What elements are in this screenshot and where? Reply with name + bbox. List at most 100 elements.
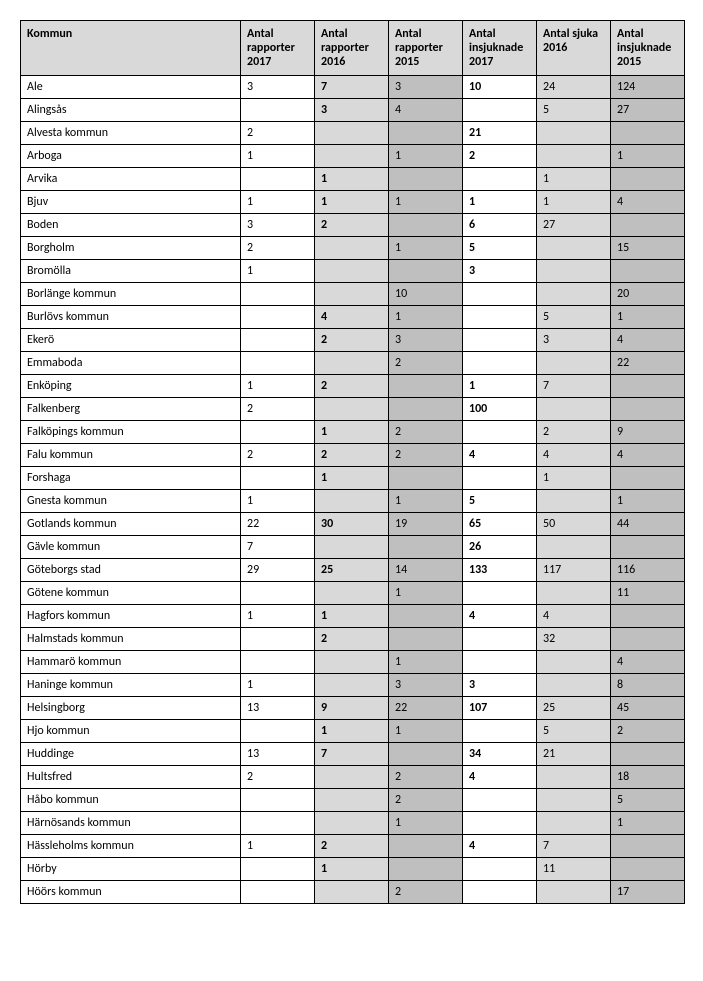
value-cell: 65	[463, 513, 537, 536]
value-cell	[463, 352, 537, 375]
table-row: Huddinge1373421	[21, 743, 685, 766]
kommun-cell: Göteborgs stad	[21, 559, 241, 582]
value-cell: 1	[611, 812, 685, 835]
value-cell: 1	[463, 191, 537, 214]
value-cell: 6	[463, 214, 537, 237]
table-row: Ale3731024124	[21, 76, 685, 99]
value-cell: 1	[389, 237, 463, 260]
value-cell: 3	[241, 76, 315, 99]
value-cell	[241, 283, 315, 306]
value-cell	[389, 214, 463, 237]
value-cell: 5	[463, 490, 537, 513]
value-cell	[537, 145, 611, 168]
kommun-cell: Boden	[21, 214, 241, 237]
table-row: Hörby111	[21, 858, 685, 881]
value-cell: 1	[611, 490, 685, 513]
value-cell: 34	[463, 743, 537, 766]
table-row: Gotlands kommun223019655044	[21, 513, 685, 536]
value-cell	[315, 122, 389, 145]
value-cell: 107	[463, 697, 537, 720]
value-cell: 1	[241, 605, 315, 628]
value-cell: 4	[537, 444, 611, 467]
value-cell	[241, 99, 315, 122]
table-row: Enköping1217	[21, 375, 685, 398]
value-cell	[389, 858, 463, 881]
value-cell: 2	[389, 766, 463, 789]
column-header: Antal insjuknade 2015	[611, 21, 685, 76]
table-row: Göteborgs stad292514133117116	[21, 559, 685, 582]
kommun-cell: Ale	[21, 76, 241, 99]
value-cell	[463, 467, 537, 490]
table-row: Hässleholms kommun1247	[21, 835, 685, 858]
value-cell: 2	[315, 628, 389, 651]
value-cell	[389, 168, 463, 191]
value-cell	[463, 881, 537, 904]
kommun-cell: Hörby	[21, 858, 241, 881]
value-cell: 27	[537, 214, 611, 237]
value-cell: 1	[241, 145, 315, 168]
value-cell	[611, 398, 685, 421]
value-cell	[463, 812, 537, 835]
table-row: Håbo kommun25	[21, 789, 685, 812]
value-cell	[537, 122, 611, 145]
value-cell	[389, 628, 463, 651]
value-cell: 3	[241, 214, 315, 237]
value-cell	[611, 122, 685, 145]
value-cell: 4	[537, 605, 611, 628]
value-cell	[611, 605, 685, 628]
value-cell: 4	[463, 766, 537, 789]
value-cell: 3	[315, 99, 389, 122]
kommun-cell: Höörs kommun	[21, 881, 241, 904]
value-cell: 4	[611, 329, 685, 352]
value-cell	[611, 375, 685, 398]
kommun-cell: Arboga	[21, 145, 241, 168]
value-cell: 2	[537, 421, 611, 444]
value-cell	[463, 99, 537, 122]
kommun-cell: Borlänge kommun	[21, 283, 241, 306]
value-cell: 2	[463, 145, 537, 168]
table-row: Bjuv111114	[21, 191, 685, 214]
value-cell	[537, 881, 611, 904]
value-cell: 22	[389, 697, 463, 720]
value-cell: 30	[315, 513, 389, 536]
value-cell	[315, 237, 389, 260]
kommun-cell: Emmaboda	[21, 352, 241, 375]
column-header: Antal rapporter 2017	[241, 21, 315, 76]
value-cell: 2	[389, 352, 463, 375]
value-cell	[389, 260, 463, 283]
value-cell	[463, 329, 537, 352]
value-cell	[241, 421, 315, 444]
value-cell: 1	[611, 306, 685, 329]
value-cell	[611, 628, 685, 651]
value-cell	[611, 536, 685, 559]
value-cell: 13	[241, 697, 315, 720]
value-cell: 2	[389, 444, 463, 467]
value-cell	[537, 260, 611, 283]
value-cell: 5	[537, 99, 611, 122]
value-cell: 2	[389, 421, 463, 444]
kommun-cell: Falköpings kommun	[21, 421, 241, 444]
kommun-cell: Bromölla	[21, 260, 241, 283]
table-row: Arboga1121	[21, 145, 685, 168]
table-row: Falköpings kommun1229	[21, 421, 685, 444]
table-row: Gävle kommun726	[21, 536, 685, 559]
value-cell: 100	[463, 398, 537, 421]
value-cell	[537, 352, 611, 375]
column-header: Antal rapporter 2016	[315, 21, 389, 76]
value-cell: 11	[537, 858, 611, 881]
table-row: Helsingborg139221072545	[21, 697, 685, 720]
value-cell	[315, 674, 389, 697]
value-cell: 133	[463, 559, 537, 582]
value-cell: 2	[315, 444, 389, 467]
value-cell	[241, 628, 315, 651]
value-cell: 45	[611, 697, 685, 720]
value-cell	[241, 467, 315, 490]
kommun-cell: Gotlands kommun	[21, 513, 241, 536]
value-cell	[315, 398, 389, 421]
value-cell: 1	[241, 191, 315, 214]
value-cell	[389, 122, 463, 145]
value-cell: 10	[389, 283, 463, 306]
value-cell: 22	[241, 513, 315, 536]
value-cell	[315, 145, 389, 168]
kommun-cell: Burlövs kommun	[21, 306, 241, 329]
